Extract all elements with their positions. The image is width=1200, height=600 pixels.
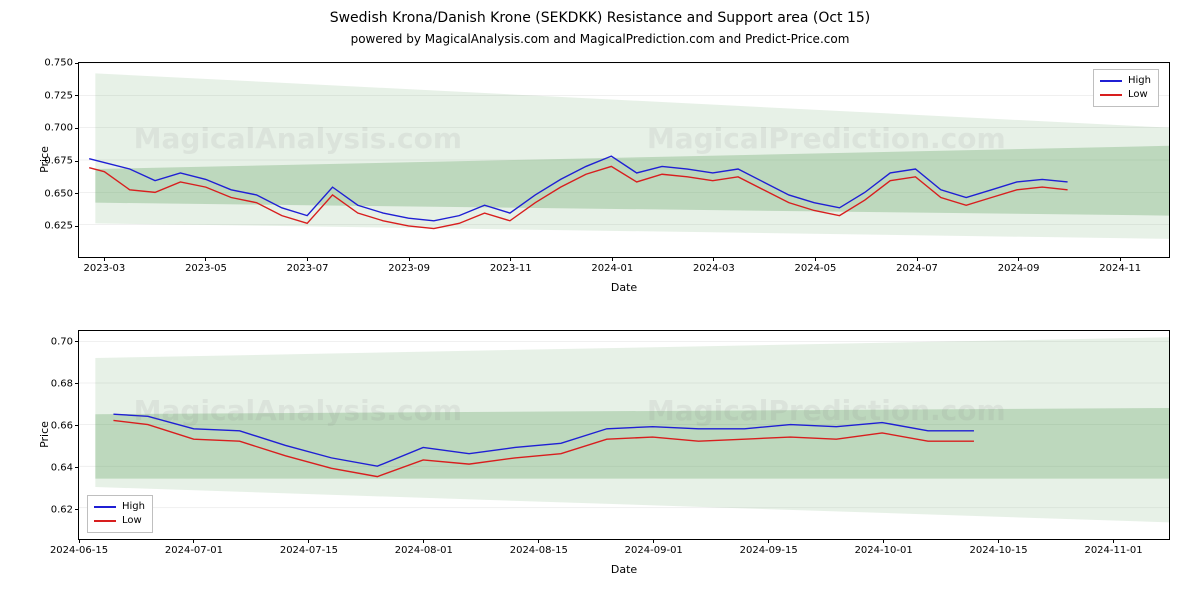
x-tick-label: 2024-09-01 xyxy=(625,539,683,556)
x-tick-label: 2024-07 xyxy=(896,257,938,274)
y-tick-label: 0.700 xyxy=(44,123,79,134)
x-tick-label: 2024-08-15 xyxy=(510,539,568,556)
y-tick-label: 0.750 xyxy=(44,58,79,69)
x-tick-label: 2024-05 xyxy=(795,257,837,274)
y-tick-label: 0.70 xyxy=(51,336,79,347)
y-tick-label: 0.62 xyxy=(51,504,79,515)
legend: High Low xyxy=(1093,69,1159,107)
x-tick-label: 2024-09-15 xyxy=(740,539,798,556)
legend-item-high: High xyxy=(1100,74,1152,88)
x-axis-label: Date xyxy=(611,281,637,294)
x-tick-label: 2023-07 xyxy=(287,257,329,274)
y-tick-label: 0.725 xyxy=(44,90,79,101)
chart-title: Swedish Krona/Danish Krone (SEKDKK) Resi… xyxy=(0,10,1200,26)
x-tick-label: 2024-09 xyxy=(998,257,1040,274)
legend-swatch-low xyxy=(94,520,116,522)
legend-swatch-high xyxy=(1100,80,1122,82)
x-tick-label: 2023-05 xyxy=(185,257,227,274)
x-tick-label: 2024-11 xyxy=(1099,257,1141,274)
y-tick-label: 0.650 xyxy=(44,188,79,199)
top-price-chart: MagicalAnalysis.com MagicalPrediction.co… xyxy=(78,62,1170,258)
x-tick-label: 2024-08-01 xyxy=(395,539,453,556)
x-tick-label: 2024-10-15 xyxy=(970,539,1028,556)
legend-item-low: Low xyxy=(94,514,146,528)
x-tick-label: 2024-07-01 xyxy=(165,539,223,556)
x-tick-label: 2024-06-15 xyxy=(50,539,108,556)
legend-swatch-low xyxy=(1100,94,1122,96)
x-tick-label: 2024-01 xyxy=(591,257,633,274)
y-tick-label: 0.68 xyxy=(51,378,79,389)
x-tick-label: 2024-11-01 xyxy=(1084,539,1142,556)
x-tick-label: 2023-11 xyxy=(490,257,532,274)
x-tick-label: 2023-03 xyxy=(83,257,125,274)
y-tick-label: 0.66 xyxy=(51,420,79,431)
legend-swatch-high xyxy=(94,506,116,508)
bottom-chart-svg xyxy=(79,331,1169,539)
top-chart-svg xyxy=(79,63,1169,257)
figure: Swedish Krona/Danish Krone (SEKDKK) Resi… xyxy=(0,0,1200,600)
legend: High Low xyxy=(87,495,153,533)
x-tick-label: 2024-07-15 xyxy=(280,539,338,556)
y-tick-label: 0.675 xyxy=(44,156,79,167)
legend-label: High xyxy=(1128,74,1151,88)
legend-label: High xyxy=(122,500,145,514)
legend-item-low: Low xyxy=(1100,88,1152,102)
y-axis-label: Price xyxy=(38,421,51,448)
chart-subtitle: powered by MagicalAnalysis.com and Magic… xyxy=(0,32,1200,46)
x-axis-label: Date xyxy=(611,563,637,576)
y-tick-label: 0.64 xyxy=(51,462,79,473)
y-tick-label: 0.625 xyxy=(44,221,79,232)
x-tick-label: 2024-10-01 xyxy=(855,539,913,556)
bottom-price-chart: MagicalAnalysis.com MagicalPrediction.co… xyxy=(78,330,1170,540)
legend-label: Low xyxy=(122,514,142,528)
x-tick-label: 2023-09 xyxy=(388,257,430,274)
legend-label: Low xyxy=(1128,88,1148,102)
x-tick-label: 2024-03 xyxy=(693,257,735,274)
legend-item-high: High xyxy=(94,500,146,514)
